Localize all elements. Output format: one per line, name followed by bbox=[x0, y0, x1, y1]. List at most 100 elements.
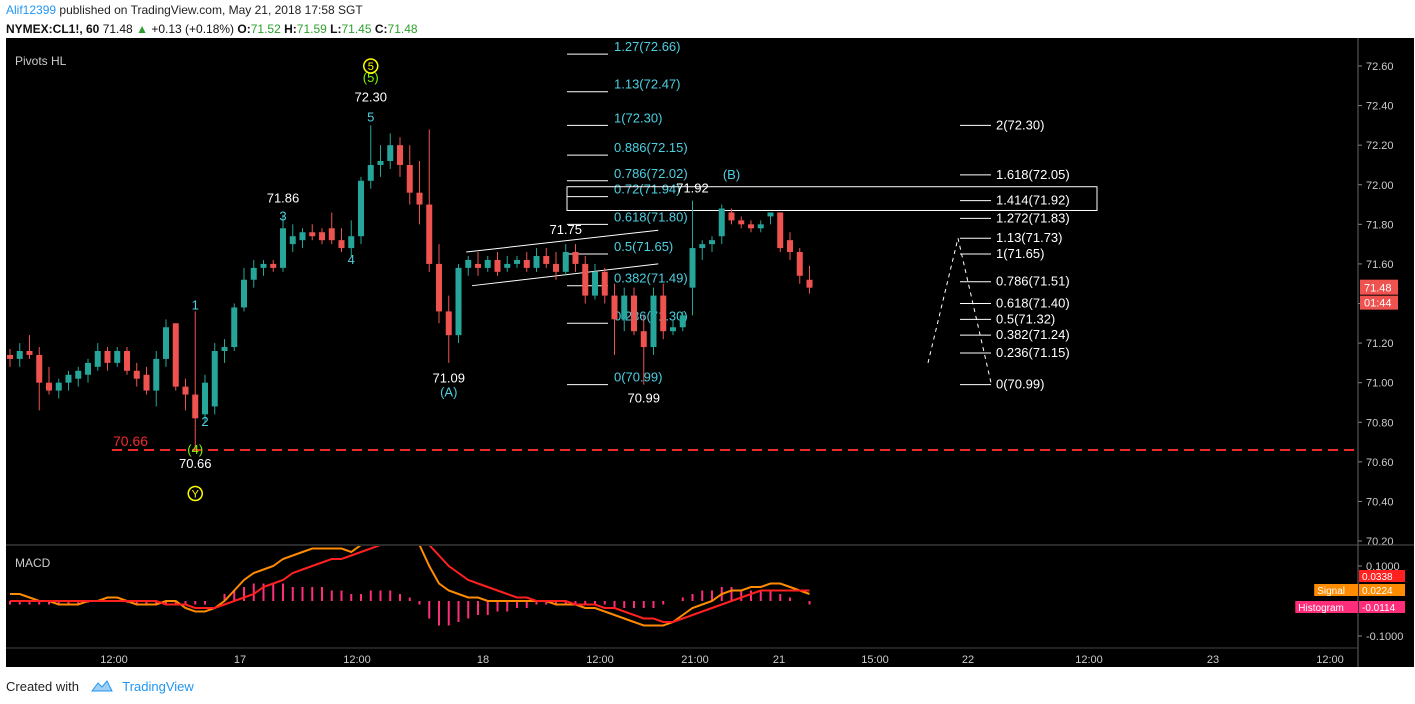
candle-body bbox=[445, 311, 452, 336]
candle-body bbox=[699, 244, 706, 249]
candle-body bbox=[631, 295, 637, 332]
close-label: C: bbox=[374, 22, 388, 36]
candle-body bbox=[426, 204, 433, 264]
time-tick-label: 12:00 bbox=[586, 654, 614, 666]
price-axis[interactable]: 72.6072.4072.2072.0071.8071.6071.4071.20… bbox=[1357, 38, 1398, 667]
macd-badge-name bbox=[1314, 584, 1358, 596]
candle-body bbox=[348, 236, 355, 249]
candle-body bbox=[670, 327, 676, 332]
candle-body bbox=[475, 263, 481, 268]
low-value: 71.45 bbox=[341, 22, 372, 36]
price-tick-label: 71.00 bbox=[1366, 378, 1394, 390]
candle-body bbox=[124, 351, 130, 371]
fib-right-level-label: 2(72.30) bbox=[996, 117, 1044, 132]
price-tick-label: 70.20 bbox=[1366, 536, 1394, 548]
macd-badge-name bbox=[1295, 601, 1358, 613]
macd-badge-name-text: Histogram bbox=[1298, 603, 1344, 614]
candle-body bbox=[553, 263, 559, 272]
fib-right-level-label: 1.13(71.73) bbox=[996, 230, 1063, 245]
time-tick-label: 18 bbox=[477, 654, 489, 666]
macd-badge-value bbox=[1359, 570, 1405, 582]
wave-annotations: 72.3071.8671.7571.9271.0970.9970.66(5)53… bbox=[179, 58, 740, 502]
countdown-badge bbox=[1360, 295, 1398, 310]
candle-body bbox=[611, 295, 618, 320]
candle-body bbox=[689, 248, 696, 288]
support-line[interactable]: 70.66 bbox=[112, 433, 1358, 451]
candle-body bbox=[338, 240, 345, 249]
candle-body bbox=[94, 351, 101, 367]
candle-body bbox=[796, 252, 803, 276]
macd-badge-value-text: 0.0338 bbox=[1362, 572, 1393, 583]
price-tick-label: 72.00 bbox=[1366, 180, 1394, 192]
candle-body bbox=[192, 394, 199, 419]
candle-body bbox=[299, 232, 306, 241]
price-tick-label: 71.20 bbox=[1366, 338, 1394, 350]
candle-body bbox=[241, 279, 247, 308]
fib-left-level-label: 1.27(72.66) bbox=[614, 39, 681, 54]
time-tick-label: 22 bbox=[962, 654, 974, 666]
ohlc-line: NYMEX:CL1!, 60 71.48 ▲ +0.13 (+0.18%) O:… bbox=[6, 22, 418, 36]
channel-lower-line bbox=[471, 263, 659, 287]
wave-label: 2 bbox=[201, 414, 208, 429]
macd-series-line bbox=[10, 546, 810, 623]
macd-badge-value bbox=[1359, 584, 1405, 596]
time-tick-label: 12:00 bbox=[1316, 654, 1344, 666]
wave-label: 5 bbox=[367, 109, 374, 124]
wave-label: 4 bbox=[348, 252, 355, 267]
candle-body bbox=[787, 240, 793, 253]
drawings[interactable] bbox=[466, 229, 992, 383]
wave-label: (4) bbox=[187, 442, 203, 457]
macd-badge-value-text: -0.0114 bbox=[1362, 603, 1396, 614]
tradingview-link[interactable]: TradingView bbox=[122, 679, 194, 694]
candle-body bbox=[718, 208, 725, 237]
fib-right-level-label: 0(70.99) bbox=[996, 377, 1044, 392]
symbol-label: NYMEX:CL1!, 60 bbox=[6, 22, 100, 36]
candle-body bbox=[562, 252, 569, 272]
wave-label: 3 bbox=[279, 208, 286, 223]
price-tick-label: 72.60 bbox=[1366, 61, 1394, 73]
wave-circle bbox=[363, 58, 379, 74]
fib-right-level-label: 0.236(71.15) bbox=[996, 345, 1070, 360]
support-line-label: 70.66 bbox=[113, 433, 148, 449]
candle-body bbox=[777, 212, 784, 249]
candle-body bbox=[16, 351, 23, 359]
fib-extension-right[interactable]: 2(72.30) 1.618(72.05) 1.414(71.92) 1.272(71… bbox=[960, 117, 1070, 392]
time-tick-label: 15:00 bbox=[861, 654, 889, 666]
author-link[interactable]: Alif12399 bbox=[6, 3, 57, 17]
wave-label: (5) bbox=[363, 70, 379, 85]
fib-left-level-label: 0.382(71.49) bbox=[614, 271, 688, 286]
candle-body bbox=[650, 295, 657, 348]
time-tick-label: 12:00 bbox=[343, 654, 371, 666]
wave-label: (B) bbox=[723, 167, 740, 182]
candle-body bbox=[660, 295, 667, 332]
wave-label: 1 bbox=[192, 297, 199, 312]
candle-body bbox=[757, 224, 764, 229]
candle-body bbox=[416, 192, 423, 205]
candle-body bbox=[280, 228, 286, 268]
close-value: 71.48 bbox=[387, 22, 418, 36]
up-arrow-icon: ▲ bbox=[136, 22, 148, 36]
price-axis-panel bbox=[1358, 38, 1414, 667]
macd-badge-value-text: 0.0224 bbox=[1362, 586, 1393, 597]
fib-right-level-label: 1.272(71.83) bbox=[996, 210, 1070, 225]
fib-right-level-label: 0.5(71.32) bbox=[996, 311, 1055, 326]
channel-upper-line bbox=[466, 229, 659, 253]
candle-body bbox=[328, 228, 335, 241]
fib-left-level-label: 1(72.30) bbox=[614, 110, 662, 125]
candle-body bbox=[153, 358, 160, 391]
time-axis[interactable]: 12:00 17 12:00 18 12:00 21:00 21 15:00 22 12:00 23… bbox=[6, 647, 1358, 666]
time-tick-label: 21 bbox=[773, 654, 785, 666]
wave-label: 71.75 bbox=[549, 222, 582, 237]
last-price: 71.48 bbox=[102, 22, 133, 36]
price-tick-label: 70.40 bbox=[1366, 496, 1394, 508]
price-tick-label: 70.60 bbox=[1366, 457, 1394, 469]
countdown-badge-text: 01:44 bbox=[1364, 298, 1392, 310]
candle-body bbox=[523, 259, 530, 268]
macd-badge-value bbox=[1359, 601, 1405, 613]
study-label-macd: MACD bbox=[15, 556, 51, 570]
candle-body bbox=[377, 161, 384, 165]
candle-body bbox=[533, 256, 540, 268]
publish-info: published on TradingView.com, May 21, 20… bbox=[59, 3, 363, 17]
